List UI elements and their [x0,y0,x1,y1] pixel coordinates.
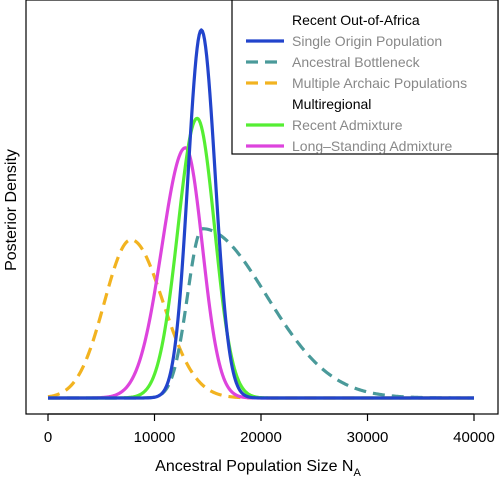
x-axis-label: Ancestral Population Size NA [155,458,361,479]
legend-entry-label: Recent Admixture [292,117,403,133]
x-tick-label: 20000 [240,429,282,446]
legend-entry-label: Long–Standing Admixture [292,138,453,154]
curves-group [47,28,475,400]
y-axis-label: Posterior Density [3,149,20,271]
legend-entry-label: Single Origin Population [292,33,442,49]
x-tick-label: 40000 [453,429,495,446]
series-line [47,116,475,400]
legend-group-title: Recent Out-of-Africa [292,12,420,28]
legend-entry-label: Ancestral Bottleneck [292,54,421,70]
x-axis: 0 10000 20000 30000 40000 [44,413,495,446]
x-tick-label: 0 [44,429,52,446]
legend-box [231,0,499,155]
legend: Recent Out-of-Africa Single Origin Popula… [231,0,499,155]
legend-group-title: Multiregional [292,96,371,112]
x-tick-label: 30000 [347,429,389,446]
series-line [47,28,475,400]
legend-entry-label: Multiple Archaic Populations [292,75,467,91]
series-line [47,238,475,400]
x-tick-label: 10000 [134,429,176,446]
series-line [47,227,475,400]
series-line [47,146,475,400]
